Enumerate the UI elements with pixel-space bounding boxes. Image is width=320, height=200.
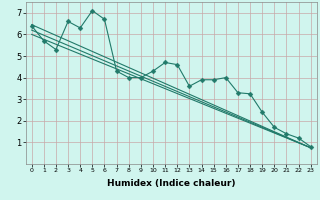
X-axis label: Humidex (Indice chaleur): Humidex (Indice chaleur) — [107, 179, 236, 188]
